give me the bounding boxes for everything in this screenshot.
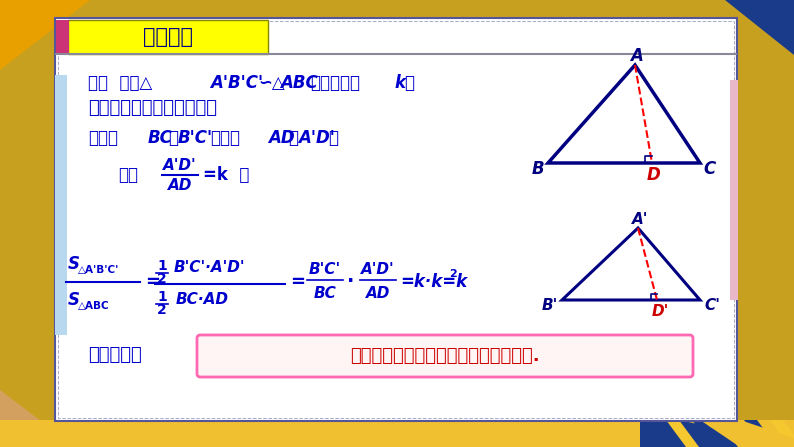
Text: D: D (647, 166, 661, 184)
Text: AD: AD (168, 178, 192, 194)
Text: k: k (394, 74, 405, 92)
Text: ，相似比为: ，相似比为 (310, 74, 360, 92)
Text: A'D': A'D' (298, 129, 335, 147)
Text: AD: AD (268, 129, 295, 147)
Text: 新知探究: 新知探究 (143, 27, 193, 47)
Text: ，: ， (168, 129, 178, 147)
Polygon shape (640, 420, 794, 447)
Text: 2: 2 (157, 272, 167, 286)
Text: ，: ， (288, 129, 298, 147)
Text: △A'B'C': △A'B'C' (78, 265, 119, 275)
Bar (55, 18, 737, 421)
Bar (730, 80, 738, 300)
Text: 1: 1 (157, 259, 167, 273)
Polygon shape (0, 0, 90, 70)
Text: BC: BC (148, 129, 173, 147)
Polygon shape (700, 420, 794, 447)
Polygon shape (744, 420, 777, 447)
Text: 分别作: 分别作 (88, 129, 118, 147)
Text: D': D' (651, 304, 669, 320)
Text: ·: · (347, 273, 354, 291)
Text: 1: 1 (157, 290, 167, 304)
Text: A'B'C': A'B'C' (210, 74, 263, 92)
Polygon shape (640, 420, 673, 447)
FancyBboxPatch shape (197, 335, 693, 377)
Text: A': A' (632, 211, 648, 227)
Text: ．: ． (328, 129, 338, 147)
Polygon shape (666, 420, 699, 447)
Text: 2: 2 (449, 269, 457, 279)
Text: 问题  ：若△: 问题 ：若△ (88, 74, 152, 92)
Text: 因为: 因为 (118, 166, 138, 184)
Bar (55, 75, 67, 335)
Polygon shape (692, 420, 725, 447)
Text: BC: BC (314, 286, 337, 300)
Text: B'C': B'C' (309, 262, 341, 278)
Text: ∽△: ∽△ (258, 74, 284, 92)
Polygon shape (0, 390, 75, 447)
Text: C: C (703, 160, 716, 178)
Text: 2: 2 (157, 303, 167, 317)
Text: A'D': A'D' (164, 157, 197, 173)
Text: 那么它们的面积比是多少？: 那么它们的面积比是多少？ (88, 99, 217, 117)
Text: B'C': B'C' (178, 129, 213, 147)
Text: S: S (68, 255, 80, 273)
Text: 上的高: 上的高 (210, 129, 240, 147)
Bar (68, 20, 268, 54)
Text: =k  ，: =k ， (203, 166, 249, 184)
Polygon shape (770, 420, 794, 447)
Text: C': C' (704, 298, 720, 312)
Text: BC·AD: BC·AD (176, 292, 229, 308)
Text: 相似三角形面积的比等于相似比的平方.: 相似三角形面积的比等于相似比的平方. (350, 347, 540, 365)
Text: S: S (68, 291, 80, 309)
Text: B': B' (542, 298, 558, 312)
Bar (58, 21, 734, 418)
Text: AD: AD (366, 286, 390, 300)
Bar (56, 20, 69, 54)
Polygon shape (725, 0, 794, 55)
Text: 于是得出：: 于是得出： (88, 346, 142, 364)
Text: =k·k=k: =k·k=k (400, 273, 467, 291)
Text: =: = (290, 273, 305, 291)
Text: B: B (532, 160, 545, 178)
Text: A: A (630, 47, 643, 65)
Text: B'C'·A'D': B'C'·A'D' (174, 261, 245, 275)
Text: ，: ， (404, 74, 414, 92)
Bar (0, 420, 794, 447)
Text: △ABC: △ABC (78, 301, 110, 311)
Text: ABC: ABC (280, 74, 318, 92)
Text: A'D': A'D' (361, 262, 395, 278)
Text: =: = (145, 273, 160, 291)
Polygon shape (718, 420, 751, 447)
